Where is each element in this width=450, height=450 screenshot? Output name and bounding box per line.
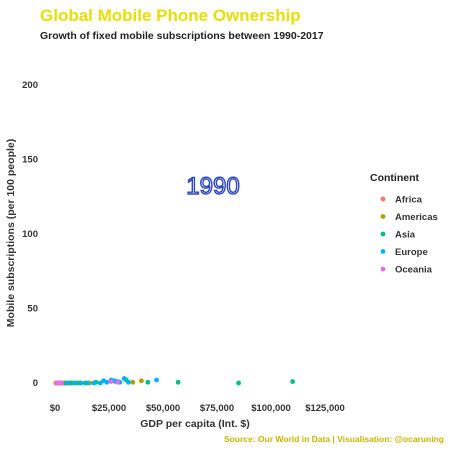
data-point-asia: [145, 379, 151, 385]
x-tick-label: $125,000: [305, 403, 345, 414]
data-point-americas: [139, 378, 144, 384]
chart-subtitle: Growth of fixed mobile subscriptions bet…: [40, 30, 324, 42]
legend: Continent Africa Americas Asia Europe Oceani…: [370, 172, 438, 276]
data-point-europe: [91, 380, 97, 386]
data-point-oceania: [108, 379, 114, 384]
data-point-europe: [85, 380, 90, 386]
data-point-asia: [175, 379, 181, 385]
x-axis-ticks: $0 $25,000 $50,000 $75,000 $100,000 $125,000: [50, 403, 345, 414]
y-axis-ticks: 0 50 100 150 200: [22, 80, 38, 389]
data-point-europe: [78, 380, 84, 386]
legend-key-oceania: [380, 266, 386, 272]
x-tick-label: $75,000: [200, 403, 234, 414]
data-point-europe: [121, 376, 127, 381]
x-tick-label: $100,000: [251, 403, 291, 414]
data-point-americas: [130, 379, 136, 385]
legend-label: Europe: [395, 247, 428, 258]
y-tick-label: 200: [22, 80, 38, 91]
y-tick-label: 0: [33, 378, 38, 389]
legend-key-africa: [380, 196, 386, 202]
data-point-oceania: [59, 380, 64, 386]
x-tick-label: $25,000: [92, 403, 126, 414]
x-axis-title: GDP per capita (Int. $): [140, 418, 250, 430]
legend-key-europe: [380, 249, 386, 254]
legend-title: Continent: [370, 172, 419, 184]
legend-key-asia: [380, 231, 386, 237]
data-point-europe: [154, 377, 159, 383]
data-point-asia: [236, 380, 242, 386]
data-point-europe: [104, 379, 110, 385]
legend-label: Asia: [395, 230, 416, 241]
data-point-oceania: [115, 379, 121, 385]
year-label: 1990: [186, 173, 239, 200]
legend-label: Oceania: [395, 265, 433, 276]
y-tick-label: 100: [22, 229, 38, 240]
x-tick-label: $0: [50, 403, 61, 414]
scatter-points: [53, 376, 295, 386]
data-point-europe: [65, 380, 71, 386]
chart-title: Global Mobile Phone Ownership: [40, 6, 301, 25]
legend-label: Americas: [395, 212, 438, 223]
caption: Source: Our World in Data | Visualisatio…: [224, 434, 444, 444]
y-axis-title: Mobile subscriptions (per 100 people): [5, 139, 17, 327]
legend-key-americas: [380, 214, 386, 219]
data-point-europe: [126, 379, 131, 385]
y-tick-label: 50: [27, 304, 38, 315]
x-tick-label: $50,000: [146, 403, 180, 414]
data-point-europe: [72, 380, 77, 386]
y-tick-label: 150: [22, 155, 38, 166]
data-point-asia: [290, 379, 295, 384]
legend-label: Africa: [395, 195, 423, 206]
